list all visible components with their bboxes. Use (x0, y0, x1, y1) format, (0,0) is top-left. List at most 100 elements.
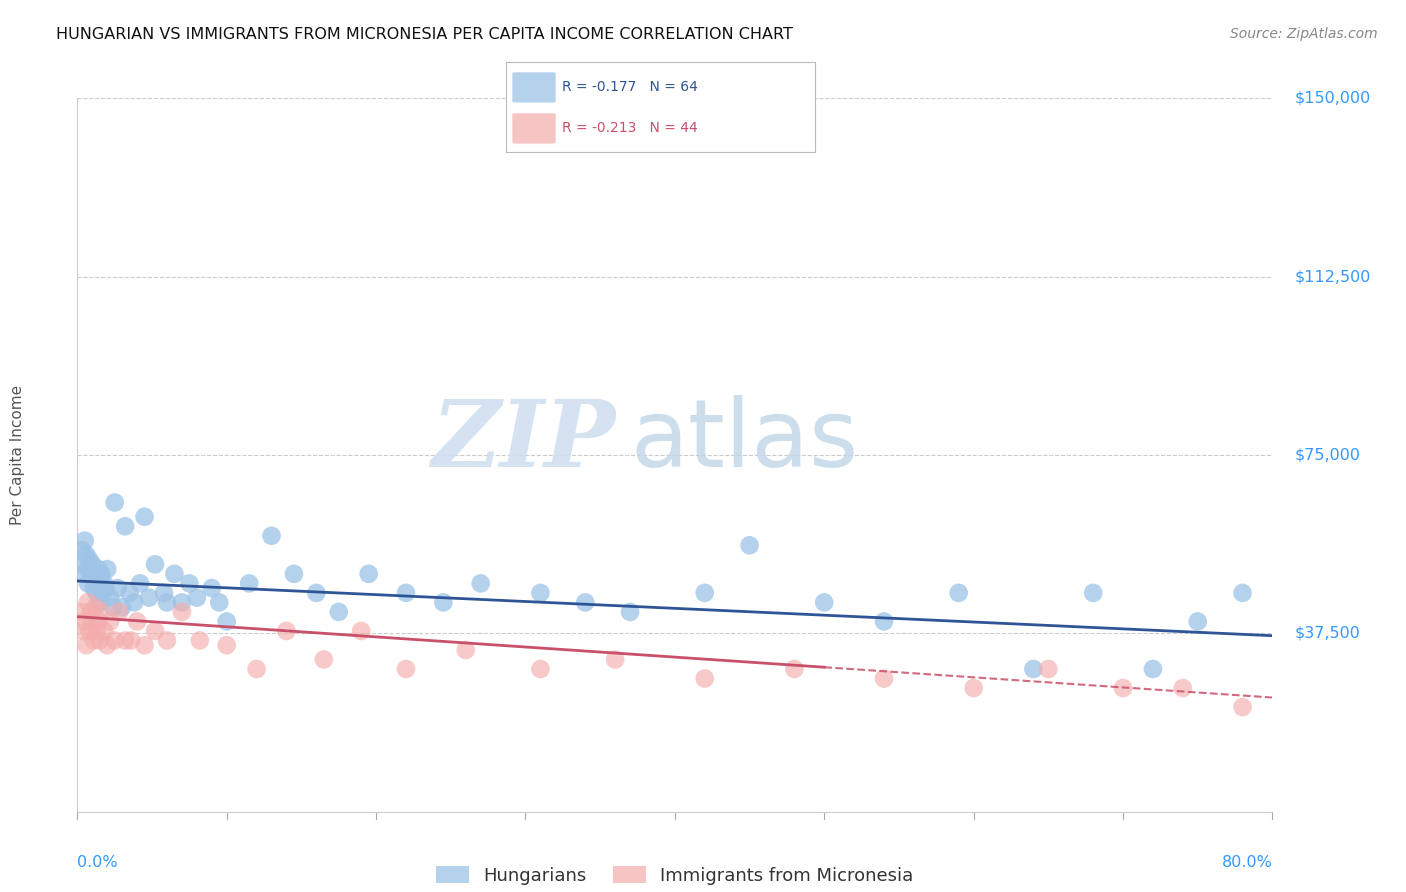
Point (134, 509, 156, 524)
Point (948, 586, 970, 600)
Point (201, 581, 224, 595)
Point (215, 638, 238, 652)
Point (86, 586, 108, 600)
Point (75, 638, 97, 652)
Point (87, 615, 110, 629)
Point (188, 633, 211, 648)
Point (873, 672, 896, 686)
Point (76, 595, 98, 609)
Point (73, 615, 96, 629)
Point (432, 595, 454, 609)
Point (873, 615, 896, 629)
Point (70, 543, 93, 558)
Point (574, 595, 596, 609)
Point (143, 558, 166, 572)
Point (127, 615, 149, 629)
Point (82, 558, 104, 572)
Point (114, 519, 136, 533)
Point (82, 615, 104, 629)
Point (605, 652, 627, 666)
Point (1232, 586, 1254, 600)
Point (86, 624, 108, 638)
Text: 80.0%: 80.0% (1222, 855, 1272, 870)
Point (1022, 662, 1045, 676)
Point (813, 595, 835, 609)
Point (90, 605, 112, 619)
Point (138, 591, 160, 605)
Point (104, 495, 127, 509)
Point (693, 586, 716, 600)
Point (96, 638, 118, 652)
Point (90, 566, 112, 581)
Point (170, 595, 193, 609)
Point (783, 662, 806, 676)
Point (283, 566, 305, 581)
Point (163, 566, 186, 581)
Point (79, 552, 101, 566)
FancyBboxPatch shape (512, 72, 555, 103)
Point (619, 605, 641, 619)
Text: Per Capita Income: Per Capita Income (10, 384, 25, 525)
Point (87, 562, 110, 576)
Point (208, 595, 231, 609)
Point (84, 572, 107, 586)
Point (79, 624, 101, 638)
Text: Source: ZipAtlas.com: Source: ZipAtlas.com (1230, 27, 1378, 41)
Legend: Hungarians, Immigrants from Micronesia: Hungarians, Immigrants from Micronesia (436, 866, 914, 885)
Point (179, 576, 201, 591)
Point (84, 600, 107, 615)
Text: $112,500: $112,500 (1295, 269, 1371, 284)
Point (129, 576, 152, 591)
Point (143, 624, 166, 638)
Point (260, 529, 283, 543)
Point (350, 624, 373, 638)
Point (1142, 662, 1164, 676)
Text: $37,500: $37,500 (1295, 626, 1361, 640)
Point (963, 681, 986, 695)
Point (305, 586, 328, 600)
Point (134, 638, 156, 652)
Text: atlas: atlas (630, 394, 858, 487)
Text: HUNGARIAN VS IMMIGRANTS FROM MICRONESIA PER CAPITA INCOME CORRELATION CHART: HUNGARIAN VS IMMIGRANTS FROM MICRONESIA … (56, 27, 793, 42)
Point (328, 605, 350, 619)
Point (186, 591, 208, 605)
Point (122, 595, 145, 609)
Point (1187, 615, 1209, 629)
Text: R = -0.177   N = 64: R = -0.177 N = 64 (562, 80, 697, 95)
Point (72, 624, 94, 638)
Point (395, 662, 418, 676)
Point (470, 576, 492, 591)
Point (120, 633, 142, 648)
Point (238, 576, 260, 591)
Point (107, 581, 129, 595)
Point (529, 586, 551, 600)
Point (395, 586, 418, 600)
Point (89, 576, 111, 591)
Point (104, 633, 127, 648)
FancyBboxPatch shape (512, 113, 555, 144)
Point (72, 558, 94, 572)
Point (1083, 586, 1105, 600)
Point (76, 576, 98, 591)
Point (76, 562, 98, 576)
Text: ZIP: ZIP (430, 396, 616, 485)
Text: $150,000: $150,000 (1295, 91, 1371, 105)
Point (103, 600, 124, 615)
Point (80, 566, 103, 581)
Point (156, 633, 179, 648)
Point (170, 605, 193, 619)
Point (80, 605, 103, 619)
Point (93, 576, 115, 591)
Point (70, 605, 93, 619)
Text: R = -0.213   N = 44: R = -0.213 N = 44 (562, 121, 697, 136)
Point (1038, 662, 1060, 676)
Point (246, 662, 269, 676)
Point (98, 591, 121, 605)
Text: 0.0%: 0.0% (77, 855, 118, 870)
Point (96, 562, 118, 576)
Point (693, 672, 716, 686)
Text: $75,000: $75,000 (1295, 448, 1361, 462)
Point (529, 662, 551, 676)
Point (276, 624, 298, 638)
Point (454, 643, 477, 657)
